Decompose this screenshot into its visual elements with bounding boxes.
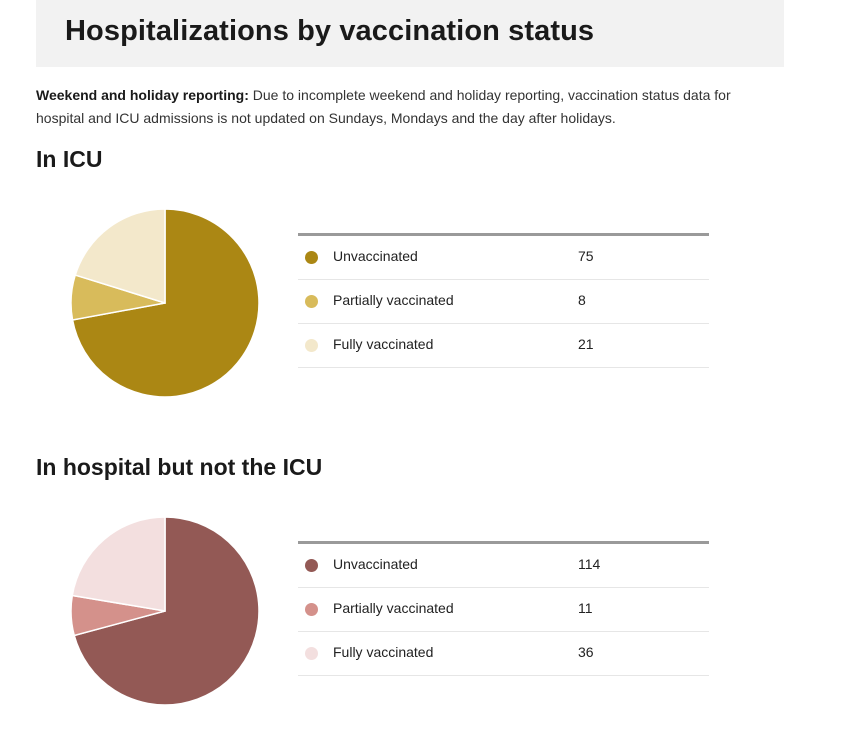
legend-row: Partially vaccinated 11 (298, 588, 709, 632)
legend-swatch-unvaccinated (305, 251, 318, 264)
hospital-pie-chart (70, 516, 260, 706)
icu-pie-chart (70, 208, 260, 398)
reporting-note-text: Due to incomplete weekend and holiday re… (36, 87, 731, 126)
reporting-note-heading: Weekend and holiday reporting: (36, 87, 249, 103)
pie-slice-unvaccinated (73, 516, 260, 706)
legend-row: Unvaccinated 114 (298, 544, 709, 588)
legend-swatch-fully-vaccinated (305, 339, 318, 352)
legend-swatch-unvaccinated (305, 559, 318, 572)
legend-row: Fully vaccinated 21 (298, 324, 709, 368)
icu-legend: Unvaccinated 75 Partially vaccinated 8 F… (298, 233, 709, 368)
legend-swatch-partially-vaccinated (305, 603, 318, 616)
legend-value: 11 (578, 600, 593, 616)
legend-value: 36 (578, 644, 594, 660)
legend-value: 8 (578, 292, 586, 308)
legend-label: Unvaccinated (333, 556, 418, 572)
legend-swatch-fully-vaccinated (305, 647, 318, 660)
legend-label: Fully vaccinated (333, 644, 434, 660)
pie-slice-fully-vaccinated (74, 208, 166, 305)
legend-label: Partially vaccinated (333, 292, 454, 308)
legend-label: Unvaccinated (333, 248, 418, 264)
legend-label: Partially vaccinated (333, 600, 454, 616)
hospital-legend: Unvaccinated 114 Partially vaccinated 11… (298, 541, 709, 676)
legend-value: 114 (578, 556, 601, 572)
hospital-section-title: In hospital but not the ICU (36, 454, 323, 480)
pie-slice-fully-vaccinated (71, 516, 166, 612)
legend-row: Partially vaccinated 8 (298, 280, 709, 324)
legend-value: 21 (578, 336, 594, 352)
reporting-note: Weekend and holiday reporting: Due to in… (36, 84, 756, 130)
legend-label: Fully vaccinated (333, 336, 434, 352)
legend-value: 75 (578, 248, 594, 264)
page-title: Hospitalizations by vaccination status (65, 15, 595, 47)
title-bar: Hospitalizations by vaccination status (36, 0, 784, 67)
legend-swatch-partially-vaccinated (305, 295, 318, 308)
legend-row: Fully vaccinated 36 (298, 632, 709, 676)
legend-row: Unvaccinated 75 (298, 236, 709, 280)
icu-section-title: In ICU (36, 146, 103, 172)
